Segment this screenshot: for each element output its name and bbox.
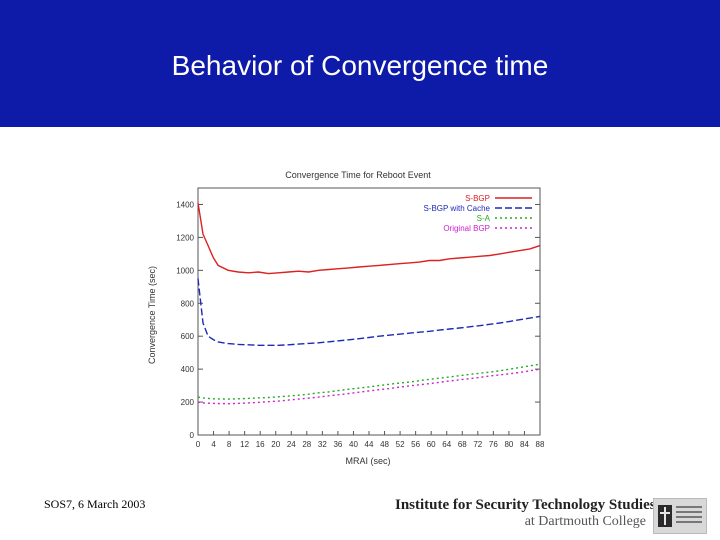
y-tick-label: 0 [190,431,195,440]
x-tick-label: 68 [458,440,467,449]
title-band [0,0,720,127]
convergence-chart: Convergence Time for Reboot Event 020040… [147,170,545,466]
series-line-s-bgp-with-cache [197,278,541,347]
y-tick-label: 200 [181,398,195,407]
x-tick-label: 80 [504,440,513,449]
x-tick-label: 32 [318,440,327,449]
institute-wordmark: Institute for Security Technology Studie… [395,497,656,530]
x-tick-label: 88 [536,440,545,449]
y-axis-label: Convergence Time (sec) [147,266,157,364]
y-tick-label: 1000 [176,266,194,275]
y-tick-label: 400 [181,365,195,374]
y-tick-label: 600 [181,332,195,341]
x-tick-label: 12 [240,440,249,449]
series-line-s-bgp [197,202,541,275]
x-tick-label: 52 [396,440,405,449]
x-tick-label: 0 [196,440,201,449]
institute-name: Institute for Security Technology Studie… [395,497,656,513]
dartmouth-logo [653,498,707,534]
x-axis-label: MRAI (sec) [346,456,391,466]
x-tick-label: 28 [302,440,311,449]
legend-label: S-A [477,214,491,223]
slide-title: Behavior of Convergence time [171,50,549,81]
x-tick-label: 20 [271,440,280,449]
x-tick-label: 56 [411,440,420,449]
institute-college: at Dartmouth College [524,514,646,529]
x-tick-label: 4 [211,440,216,449]
x-tick-label: 40 [349,440,358,449]
footer-date: SOS7, 6 March 2003 [44,497,146,511]
y-tick-label: 1200 [176,233,194,242]
x-tick-label: 64 [442,440,451,449]
y-tick-label: 1400 [176,200,194,209]
legend-label: Original BGP [443,224,490,233]
x-tick-label: 24 [287,440,296,449]
x-tick-label: 60 [427,440,436,449]
chart-title: Convergence Time for Reboot Event [285,170,431,180]
plot-frame [197,187,541,436]
x-tick-label: 84 [520,440,529,449]
x-tick-label: 36 [333,440,342,449]
legend-label: S-BGP with Cache [423,204,490,213]
x-tick-label: 16 [256,440,265,449]
series-line-original-bgp [197,368,541,405]
x-tick-label: 76 [489,440,498,449]
y-tick-label: 800 [181,299,195,308]
legend-label: S-BGP [465,194,490,203]
x-tick-label: 48 [380,440,389,449]
x-tick-label: 8 [227,440,232,449]
x-tick-label: 72 [473,440,482,449]
x-tick-label: 44 [365,440,374,449]
series-line-s-a [197,363,541,400]
